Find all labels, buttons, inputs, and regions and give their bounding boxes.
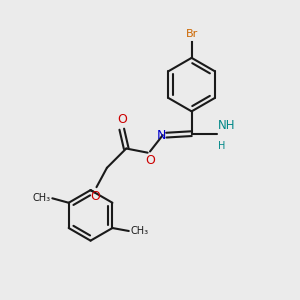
- Text: CH₃: CH₃: [130, 226, 148, 236]
- Text: O: O: [117, 113, 127, 126]
- Text: N: N: [156, 129, 166, 142]
- Text: O: O: [90, 190, 100, 203]
- Text: NH: NH: [218, 119, 236, 132]
- Text: Br: Br: [185, 29, 198, 39]
- Text: O: O: [145, 154, 155, 167]
- Text: H: H: [218, 141, 226, 151]
- Text: CH₃: CH₃: [33, 193, 51, 203]
